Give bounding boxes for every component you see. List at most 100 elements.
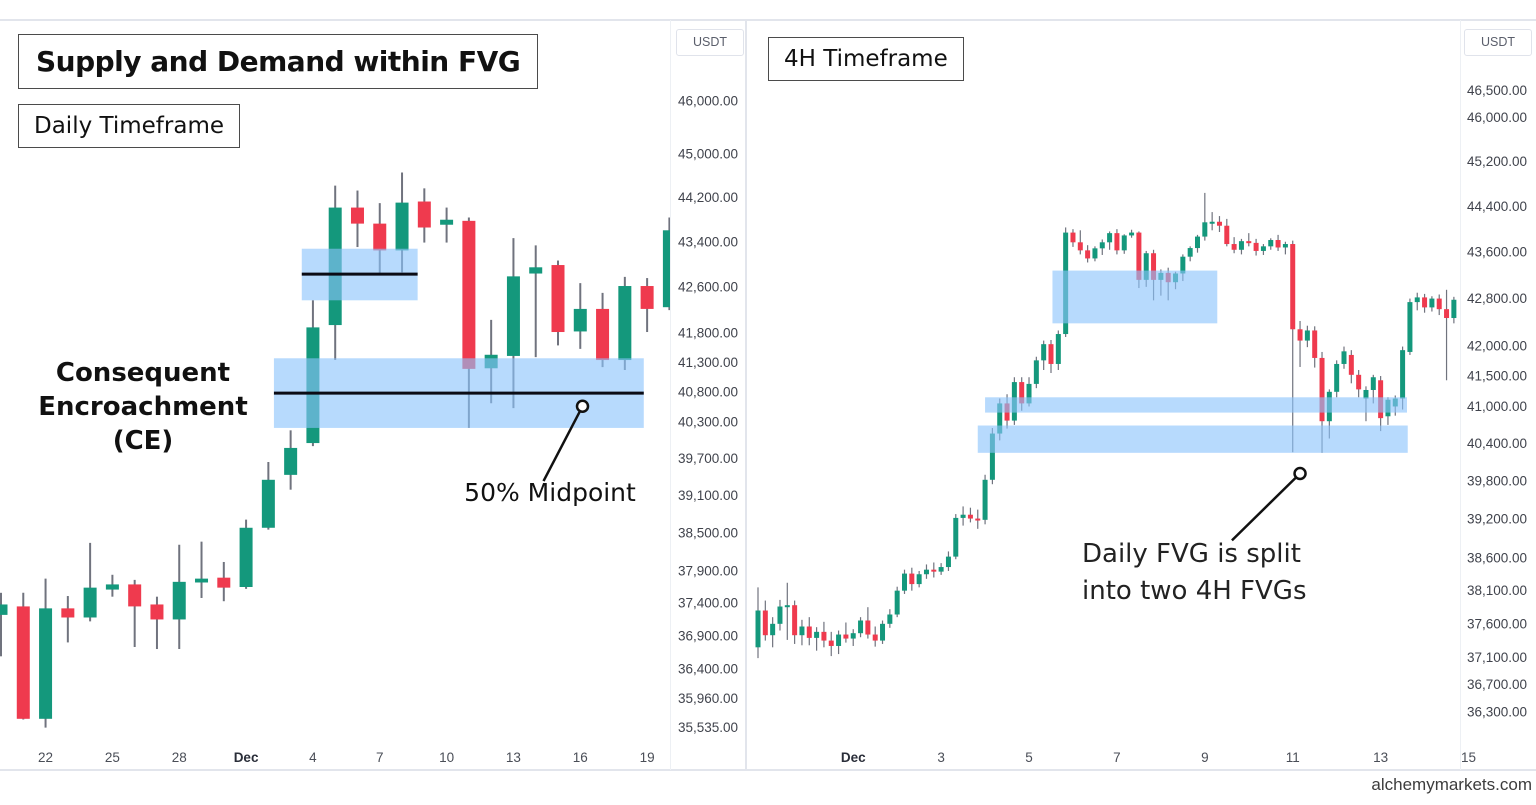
candle-up (172, 581, 186, 620)
candle-down (217, 577, 231, 588)
x-tick-label: Dec (234, 750, 259, 765)
candle-up (1180, 256, 1186, 274)
candle-up (953, 517, 959, 557)
x-tick-label: 9 (1201, 750, 1209, 765)
candle-up (880, 623, 886, 641)
left-axis-separator (670, 20, 671, 770)
candle-up (1107, 233, 1113, 243)
candle-down (16, 606, 30, 719)
candle-up (529, 267, 543, 274)
candle-down (1436, 298, 1442, 310)
candle-down (1348, 354, 1354, 375)
x-tick-label: 19 (640, 750, 655, 765)
candle-up (83, 587, 97, 618)
candle-up (105, 584, 119, 590)
x-tick-label: 5 (1025, 750, 1033, 765)
right-axis-separator (1460, 20, 1461, 770)
candle-up (1414, 297, 1420, 303)
y-tick-label: 43,600.00 (1467, 245, 1527, 260)
candle-up (1238, 241, 1244, 250)
candle-down (762, 610, 768, 636)
y-tick-label: 42,000.00 (1467, 338, 1527, 353)
candle-down (640, 286, 654, 309)
candle-down (975, 518, 981, 521)
candle-up (902, 573, 907, 591)
candle-down (865, 620, 871, 635)
candle-up (1026, 383, 1032, 404)
x-tick-label: 16 (573, 750, 588, 765)
y-tick-label: 38,600.00 (1467, 550, 1527, 565)
y-tick-label: 42,800.00 (1467, 291, 1527, 306)
x-tick-label: 10 (439, 750, 454, 765)
4h-fvg-band-2-zone (977, 425, 1408, 453)
x-tick-label: 15 (1461, 750, 1476, 765)
candle-down (462, 220, 476, 369)
candle-up (916, 574, 922, 585)
candle-down (828, 640, 834, 646)
y-tick-label: 41,500.00 (1467, 369, 1527, 384)
candle-up (662, 230, 670, 308)
4h-supply-fvg-zone (1052, 270, 1218, 324)
candle-up (1429, 298, 1435, 308)
x-tick-label: 28 (172, 750, 187, 765)
candle-up (1202, 222, 1208, 237)
candle-up (1033, 360, 1039, 384)
candle-down (1275, 240, 1281, 248)
candle-down (1019, 382, 1025, 404)
y-tick-label: 37,100.00 (1467, 650, 1527, 665)
y-tick-label: 42,600.00 (678, 280, 738, 295)
candle-down (128, 584, 142, 607)
candle-down (967, 514, 973, 519)
candle-up (506, 276, 520, 356)
y-tick-label: 37,900.00 (678, 563, 738, 578)
candle-up (39, 608, 53, 719)
y-tick-label: 46,000.00 (678, 93, 738, 108)
fvg-split-annotation: Daily FVG is split into two 4H FVGs (1082, 536, 1307, 610)
4h-callout-circle (1293, 466, 1307, 481)
midpoint-annotation: 50% Midpoint (464, 478, 636, 507)
daily-callout-circle (575, 399, 590, 414)
y-tick-label: 35,535.00 (678, 720, 738, 735)
candle-up (1129, 232, 1135, 236)
candle-up (887, 614, 893, 624)
candle-up (1407, 302, 1413, 352)
y-tick-label: 39,100.00 (678, 488, 738, 503)
y-tick-label: 46,500.00 (1467, 83, 1527, 98)
y-tick-label: 41,800.00 (678, 326, 738, 341)
candle-up (997, 403, 1003, 434)
y-tick-label: 39,200.00 (1467, 512, 1527, 527)
candle-down (909, 573, 915, 585)
y-tick-label: 38,500.00 (678, 525, 738, 540)
candle-up (777, 606, 783, 624)
x-tick-label: 7 (376, 750, 384, 765)
candle-down (1246, 241, 1252, 244)
candle-down (931, 569, 937, 572)
y-tick-label: 35,960.00 (678, 691, 738, 706)
y-tick-label: 36,300.00 (1467, 705, 1527, 720)
candle-up (850, 633, 856, 639)
candle-up (1400, 350, 1406, 399)
x-tick-label: 25 (105, 750, 120, 765)
candle-up (836, 634, 842, 646)
y-tick-label: 46,000.00 (1467, 110, 1527, 125)
candle-down (1136, 232, 1142, 280)
y-tick-label: 38,100.00 (1467, 583, 1527, 598)
candle-down (1319, 357, 1325, 422)
x-tick-label: 11 (1286, 750, 1300, 765)
candle-down (1048, 344, 1054, 364)
candle-up (799, 626, 805, 636)
candle-up (1268, 240, 1274, 247)
y-tick-label: 40,800.00 (678, 384, 738, 399)
candle-up (770, 623, 776, 636)
candle-up (814, 631, 820, 638)
candle-up (945, 556, 951, 568)
candle-down (1290, 244, 1296, 330)
y-tick-label: 37,400.00 (678, 596, 738, 611)
candle-down (350, 207, 364, 224)
left-panel-title: Supply and Demand within FVG (18, 34, 539, 89)
candle-up (938, 567, 944, 572)
candle-down (792, 605, 798, 636)
candle-up (923, 569, 929, 575)
